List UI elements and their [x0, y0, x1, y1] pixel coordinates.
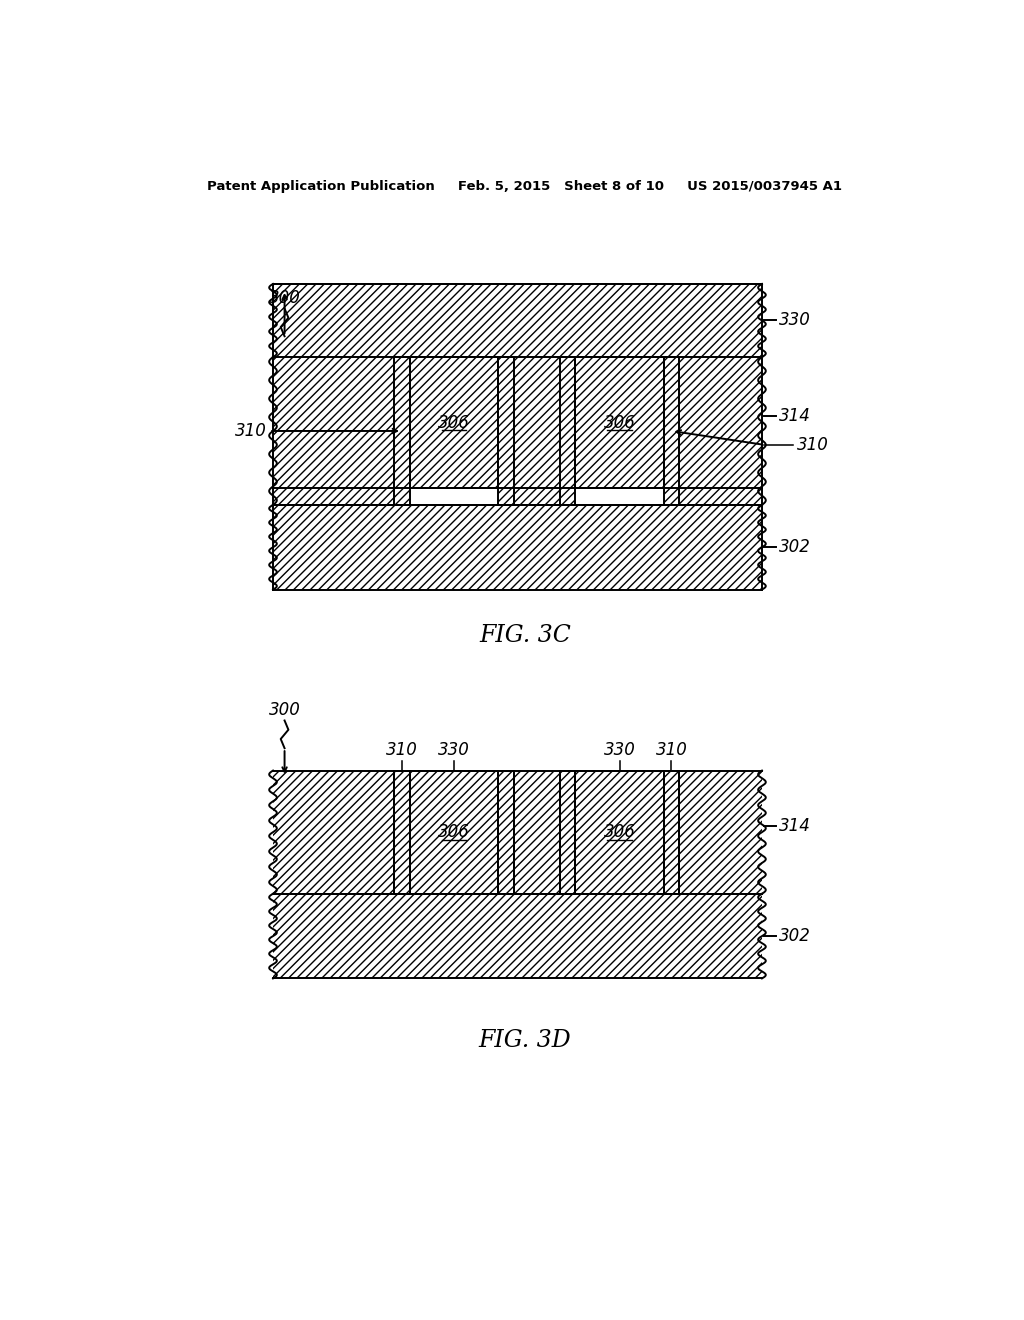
Bar [575, 358, 664, 488]
Bar [514, 771, 560, 894]
Text: 306: 306 [438, 413, 470, 432]
Bar [273, 506, 762, 590]
Text: 310: 310 [386, 741, 418, 759]
Text: 314: 314 [779, 407, 811, 425]
Bar [499, 358, 514, 506]
Bar [575, 771, 664, 894]
Text: 302: 302 [779, 539, 811, 556]
Bar [394, 771, 410, 894]
Bar [560, 771, 575, 894]
Bar [679, 358, 762, 506]
Text: 330: 330 [779, 312, 811, 330]
Text: FIG. 3C: FIG. 3C [479, 624, 570, 647]
Bar [664, 358, 679, 506]
Bar [560, 358, 575, 506]
Text: Patent Application Publication     Feb. 5, 2015   Sheet 8 of 10     US 2015/0037: Patent Application Publication Feb. 5, 2… [207, 180, 843, 193]
Bar [514, 358, 560, 506]
Bar [273, 894, 762, 978]
Text: 306: 306 [438, 824, 470, 841]
Bar [664, 358, 679, 506]
Bar [394, 358, 410, 506]
Bar [679, 771, 762, 894]
Bar [273, 771, 394, 894]
Bar [575, 358, 664, 488]
Bar [499, 771, 514, 894]
Text: 310: 310 [797, 436, 828, 454]
Bar [664, 771, 679, 894]
Text: 330: 330 [438, 741, 470, 759]
Text: 310: 310 [234, 422, 267, 440]
Text: 306: 306 [603, 413, 636, 432]
Text: 306: 306 [603, 824, 636, 841]
Text: 300: 300 [268, 289, 300, 308]
Text: 314: 314 [779, 817, 811, 836]
Bar [575, 771, 664, 894]
Text: 300: 300 [268, 701, 300, 719]
Bar [410, 358, 499, 488]
Bar [410, 358, 499, 488]
Bar [273, 284, 762, 358]
Text: 330: 330 [603, 741, 636, 759]
Bar [560, 358, 575, 506]
Bar [410, 771, 499, 894]
Bar [394, 771, 410, 894]
Bar [499, 358, 514, 506]
Bar [394, 358, 410, 506]
Text: 302: 302 [779, 927, 811, 945]
Bar [273, 358, 394, 506]
Bar [410, 771, 499, 894]
Text: FIG. 3D: FIG. 3D [478, 1028, 571, 1052]
Text: 310: 310 [655, 741, 687, 759]
Bar [664, 771, 679, 894]
Bar [499, 771, 514, 894]
Bar [560, 771, 575, 894]
